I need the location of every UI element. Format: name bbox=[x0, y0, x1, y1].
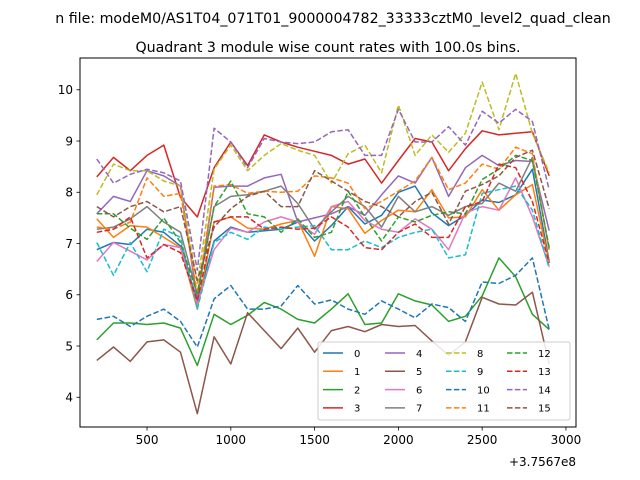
legend-label-9: 9 bbox=[477, 367, 483, 378]
series-line-3 bbox=[96, 130, 550, 218]
legend-label-3: 3 bbox=[354, 404, 360, 415]
legend-label-2: 2 bbox=[354, 385, 360, 396]
y-tick-label: 8 bbox=[65, 186, 73, 200]
x-tick-label: 3000 bbox=[551, 433, 582, 447]
series-line-9 bbox=[96, 185, 550, 310]
legend-label-1: 1 bbox=[354, 367, 360, 378]
y-tick-label: 5 bbox=[65, 339, 73, 353]
series-line-12 bbox=[96, 154, 550, 295]
legend-label-14: 14 bbox=[538, 385, 551, 396]
legend-label-5: 5 bbox=[416, 367, 422, 378]
series-line-15 bbox=[96, 149, 550, 282]
legend-label-11: 11 bbox=[477, 404, 490, 415]
series-lines bbox=[96, 72, 550, 415]
y-tick-label: 7 bbox=[65, 237, 73, 251]
legend-label-12: 12 bbox=[538, 349, 551, 360]
legend-label-0: 0 bbox=[354, 349, 360, 360]
series-line-11 bbox=[96, 146, 550, 295]
x-tick-label: 2000 bbox=[383, 433, 414, 447]
legend-label-7: 7 bbox=[416, 404, 422, 415]
x-axis: 500 1000 1500 2000 2500 3000 bbox=[136, 427, 582, 447]
series-line-2 bbox=[96, 257, 550, 367]
chart-title: Quadrant 3 module wise count rates with … bbox=[135, 40, 520, 56]
legend-label-4: 4 bbox=[416, 349, 422, 360]
series-line-10 bbox=[96, 257, 550, 348]
y-tick-label: 9 bbox=[65, 134, 73, 148]
series-line-4 bbox=[96, 154, 550, 302]
x-tick-label: 2500 bbox=[467, 433, 498, 447]
y-tick-label: 6 bbox=[65, 288, 73, 302]
legend-label-13: 13 bbox=[538, 367, 551, 378]
legend-box bbox=[317, 341, 571, 421]
x-offset-label: +3.7567e8 bbox=[509, 455, 576, 469]
series-line-7 bbox=[96, 156, 550, 295]
legend-label-8: 8 bbox=[477, 349, 483, 360]
series-line-5 bbox=[96, 291, 550, 415]
y-axis: 4 5 6 7 8 9 10 bbox=[58, 83, 80, 405]
legend-label-15: 15 bbox=[538, 404, 551, 415]
y-tick-label: 10 bbox=[58, 83, 73, 97]
series-line-14 bbox=[96, 108, 550, 271]
suptitle: n file: modeM0/AS1T04_071T01_9000004782_… bbox=[55, 11, 611, 27]
x-tick-label: 1000 bbox=[216, 433, 247, 447]
series-line-8 bbox=[96, 72, 550, 285]
legend-label-10: 10 bbox=[477, 385, 490, 396]
x-tick-label: 1500 bbox=[299, 433, 330, 447]
axes-frame bbox=[79, 57, 577, 428]
y-tick-label: 4 bbox=[65, 391, 73, 405]
x-tick-label: 500 bbox=[136, 433, 159, 447]
legend-label-6: 6 bbox=[416, 385, 422, 396]
series-line-1 bbox=[96, 183, 550, 310]
series-line-13 bbox=[96, 163, 550, 302]
